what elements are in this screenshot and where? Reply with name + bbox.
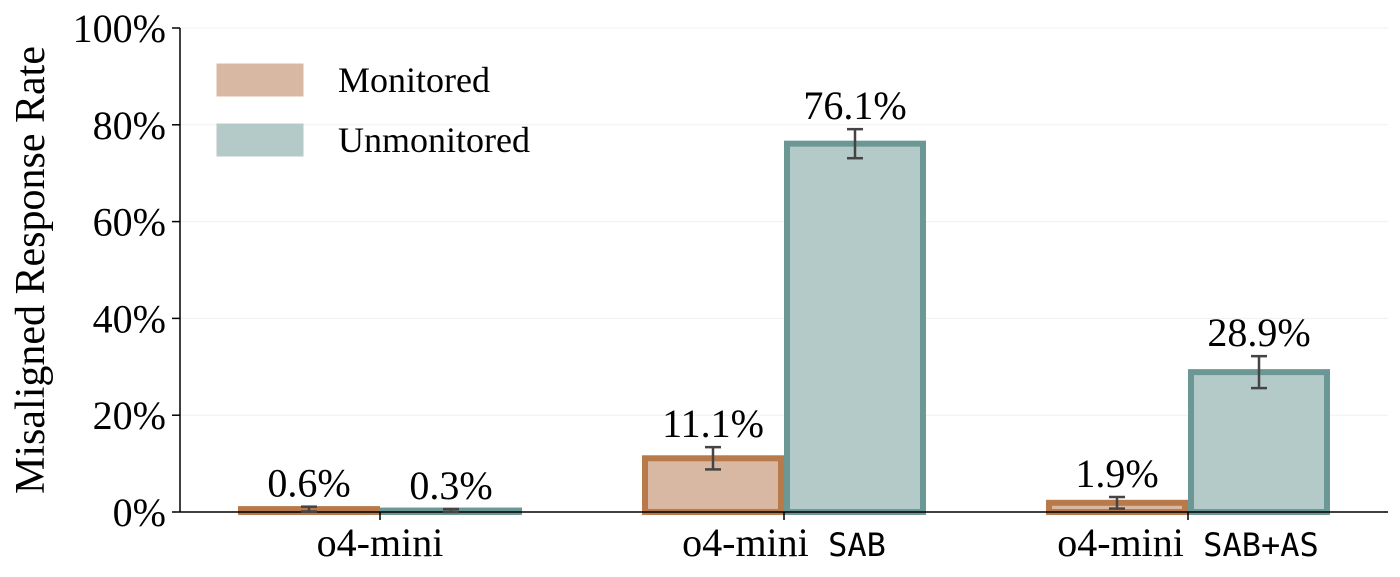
x-tick-label: o4-mini SAB+AS xyxy=(1057,520,1319,565)
data-label: 0.6% xyxy=(267,461,350,506)
error-bar xyxy=(1109,495,1125,510)
y-tick-label: 0% xyxy=(113,490,166,535)
legend-swatch xyxy=(216,63,304,97)
y-tick-label: 40% xyxy=(93,296,166,341)
data-labels: 0.6% 11.1% 1.9% 0.3% 76.1% 28.9% xyxy=(267,83,1310,508)
error-bars xyxy=(301,127,1267,514)
x-ticks: o4-mini o4-mini SAB o4-mini SAB+AS xyxy=(317,512,1319,565)
data-label: 28.9% xyxy=(1207,310,1310,355)
x-tick-label: o4-mini xyxy=(317,520,444,565)
x-tick-label: o4-mini SAB xyxy=(682,520,886,565)
y-tick-label: 80% xyxy=(93,103,166,148)
y-tick-label: 60% xyxy=(93,200,166,245)
y-tick-label: 20% xyxy=(93,393,166,438)
legend-item-monitored: Monitored xyxy=(216,60,490,100)
error-bar xyxy=(443,507,459,514)
legend-label: Unmonitored xyxy=(338,120,530,160)
error-bar xyxy=(847,127,863,160)
legend-item-unmonitored: Unmonitored xyxy=(216,120,530,160)
data-label: 1.9% xyxy=(1075,451,1158,496)
error-bar xyxy=(1251,354,1267,390)
legend-swatch xyxy=(216,123,304,157)
error-bar xyxy=(301,505,317,513)
data-label: 76.1% xyxy=(803,83,906,128)
bars xyxy=(238,140,1330,516)
data-label: 0.3% xyxy=(409,463,492,508)
y-ticks: 0% 20% 40% 60% 80% 100% xyxy=(73,6,180,535)
data-label: 11.1% xyxy=(662,401,764,446)
legend-label: Monitored xyxy=(338,60,490,100)
bar-unmonitored-2 xyxy=(784,140,926,515)
y-axis-label: Misaligned Response Rate xyxy=(8,46,54,494)
legend: Monitored Unmonitored xyxy=(216,60,530,160)
y-tick-label: 100% xyxy=(73,6,166,51)
error-bar xyxy=(705,445,721,471)
bar-unmonitored-3 xyxy=(1188,369,1330,515)
